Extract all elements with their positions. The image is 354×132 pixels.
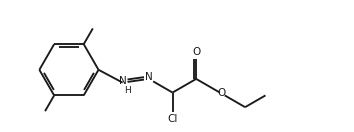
Text: N: N: [119, 76, 126, 86]
Text: O: O: [192, 47, 200, 57]
Text: O: O: [217, 88, 225, 98]
Text: Cl: Cl: [167, 114, 178, 124]
Text: H: H: [125, 86, 131, 95]
Text: N: N: [145, 72, 153, 82]
